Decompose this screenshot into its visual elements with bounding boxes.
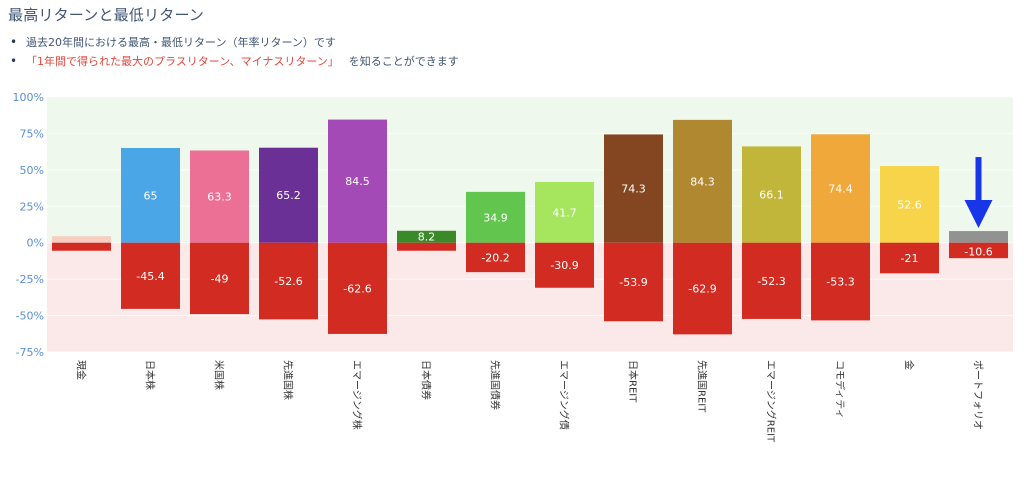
bar-min-return — [949, 242, 1008, 259]
bullet-2-highlight: 「1年間で得られた最大のプラスリターン、マイナスリターン」 — [26, 55, 339, 68]
x-tick-label: 現金 — [75, 360, 88, 380]
bar-min-return — [52, 242, 111, 251]
data-label-max: 66.1 — [759, 189, 784, 202]
bar-min-return — [604, 242, 663, 322]
data-label-max: 65 — [144, 189, 158, 202]
bullet-1-text: 過去20年間における最高・最低リターン（年率リターン）です — [26, 36, 336, 49]
x-tick-label: 日本株 — [144, 360, 157, 390]
y-axis: 100% 75% 50% 25% 0% -25% -50% -75% — [13, 91, 44, 359]
x-tick-label: 先進国株 — [282, 360, 295, 400]
data-label-max: 65.2 — [276, 189, 301, 202]
bar-min-return — [190, 242, 249, 315]
data-label-min: -62.6 — [343, 282, 371, 295]
bar-min-return — [880, 242, 939, 274]
bar-max-return — [259, 147, 318, 243]
y-tick-label: 0% — [27, 237, 44, 250]
data-label-max: 34.9 — [483, 211, 508, 224]
data-label-min: -21 — [901, 252, 919, 265]
x-tick-label: エマージング株 — [351, 360, 364, 430]
x-tick-label: 先進国REIT — [696, 360, 708, 413]
annotations — [964, 157, 993, 229]
bullet-2: 「1年間で得られた最大のプラスリターン、マイナスリターン」を知ることができます — [10, 52, 459, 71]
description-list: 過去20年間における最高・最低リターン（年率リターン）です 「1年間で得られた最… — [10, 33, 459, 71]
bullet-2-text: を知ることができます — [348, 55, 459, 68]
x-tick-label: 日本債券 — [420, 360, 433, 400]
data-label-min: -45.4 — [136, 270, 164, 283]
bar-max-return — [880, 166, 939, 243]
data-label-min: -53.3 — [826, 276, 854, 289]
y-tick-label: 75% — [20, 127, 44, 140]
bar-min-return — [742, 242, 801, 319]
y-tick-label: 50% — [20, 164, 44, 177]
y-tick-label: -25% — [16, 273, 44, 286]
bar-max-return — [535, 181, 594, 243]
bar-min-return — [466, 242, 525, 273]
data-label-min: -30.9 — [550, 259, 578, 272]
bar-min-return — [535, 242, 594, 288]
data-label-max: 63.3 — [207, 191, 232, 204]
bar-max-return — [466, 191, 525, 243]
x-tick-label: ポートフォリオ — [972, 360, 984, 430]
bar-min-return — [397, 242, 456, 251]
data-label-max: 84.3 — [690, 175, 715, 188]
data-label-max: 74.3 — [621, 183, 646, 196]
data-labels: 65 -45.4 63.3 -49 65.2 -52.6 84.5 -62.6 8.2 34.9 -… — [136, 175, 992, 295]
y-tick-label: -75% — [16, 346, 44, 359]
bar-max-return — [121, 148, 180, 243]
bullet-1: 過去20年間における最高・最低リターン（年率リターン）です — [10, 33, 459, 52]
data-label-min: -62.9 — [688, 283, 716, 296]
data-label-max: 41.7 — [552, 206, 577, 219]
x-tick-label: 先進国債券 — [489, 360, 502, 410]
data-label-max: 52.6 — [897, 198, 922, 211]
data-label-max: 74.4 — [828, 183, 853, 196]
bar-min-return — [811, 242, 870, 321]
bar-max-return — [673, 119, 732, 243]
data-label-min: -53.9 — [619, 276, 647, 289]
bar-min-return — [259, 242, 318, 320]
bar-max-return — [190, 150, 249, 243]
y-tick-label: 25% — [20, 200, 44, 213]
x-axis: 現金 日本株 米国株 先進国株 エマージング株 日本債券 先進国債券 エマージング債 日本REI… — [75, 360, 984, 443]
bars — [52, 119, 1008, 335]
data-label-max: 8.2 — [418, 231, 436, 244]
data-label-min: -20.2 — [481, 251, 509, 264]
bar-max-return — [604, 134, 663, 243]
x-tick-label: 金 — [903, 360, 916, 370]
arrow-shaft — [975, 157, 982, 202]
x-tick-label: 米国株 — [213, 360, 226, 390]
x-tick-label: エマージング債 — [558, 360, 571, 430]
arrow-down-icon — [964, 200, 993, 229]
data-label-min: -52.3 — [757, 275, 785, 288]
data-label-min: -52.6 — [274, 275, 302, 288]
y-tick-label: -50% — [16, 310, 44, 323]
bar-min-return — [121, 242, 180, 309]
bar-max-return — [52, 236, 111, 243]
data-label-max: 84.5 — [345, 175, 370, 188]
data-label-min: -10.6 — [964, 246, 992, 259]
page-title: 最高リターンと最低リターン — [8, 6, 205, 24]
x-tick-label: コモディティ — [834, 360, 847, 419]
bar-max-return — [811, 134, 870, 243]
bar-max-return — [949, 231, 1008, 243]
y-tick-label: 100% — [13, 91, 44, 104]
bar-max-return — [397, 230, 456, 243]
x-tick-label: 日本REIT — [627, 360, 640, 403]
bar-max-return — [328, 119, 387, 243]
bar-min-return — [673, 242, 732, 335]
bar-min-return — [328, 242, 387, 334]
bar-max-return — [742, 146, 801, 243]
x-tick-label: エマージングREIT — [765, 360, 778, 443]
data-label-min: -49 — [211, 272, 229, 285]
